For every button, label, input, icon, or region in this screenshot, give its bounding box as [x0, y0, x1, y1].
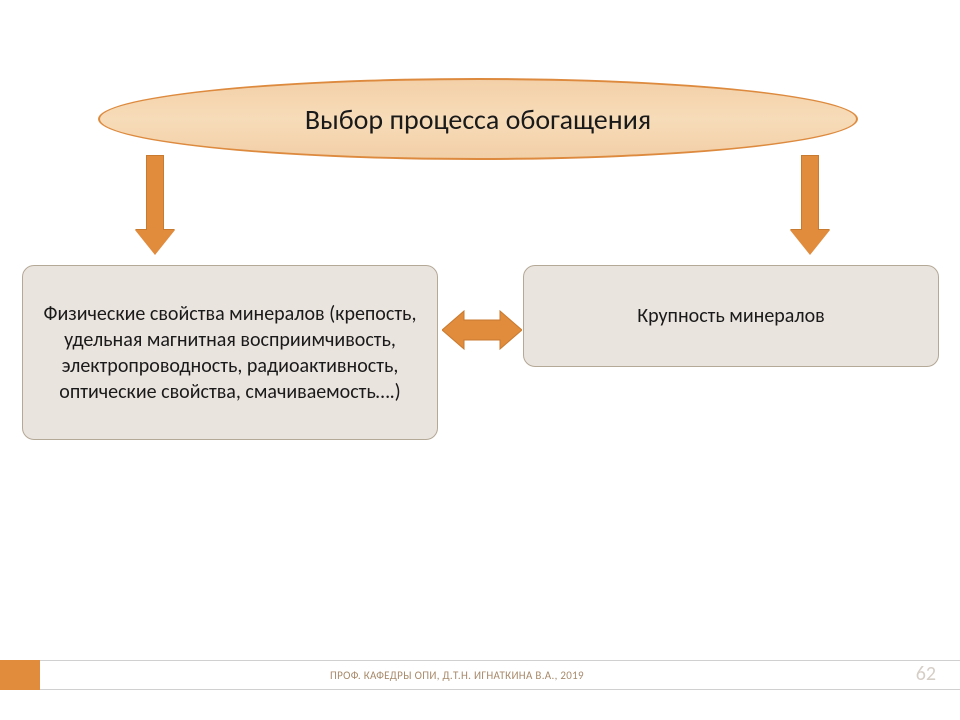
node-grain-size-text: Крупность минералов [637, 303, 824, 329]
slide: Выбор процесса обогащения Физические сво… [0, 0, 960, 720]
footer-bar: ПРОФ. КАФЕДРЫ ОПИ, Д.Т.Н. ИГНАТКИНА В.А.… [0, 660, 960, 690]
double-arrow-horizontal [442, 305, 522, 355]
node-physical-properties-text: Физические свойства минералов (крепость,… [41, 301, 419, 405]
title-text: Выбор процесса обогащения [305, 102, 651, 137]
footer-text: ПРОФ. КАФЕДРЫ ОПИ, Д.Т.Н. ИГНАТКИНА В.А.… [330, 669, 584, 682]
arrow-down-right [790, 155, 830, 255]
title-ellipse: Выбор процесса обогащения [98, 78, 858, 160]
page-number: 62 [916, 662, 936, 686]
footer-line: ПРОФ. КАФЕДРЫ ОПИ, Д.Т.Н. ИГНАТКИНА В.А.… [40, 660, 960, 690]
node-physical-properties: Физические свойства минералов (крепость,… [22, 265, 438, 440]
footer-accent [0, 660, 40, 690]
arrow-down-left [135, 155, 175, 255]
node-grain-size: Крупность минералов [523, 265, 939, 367]
